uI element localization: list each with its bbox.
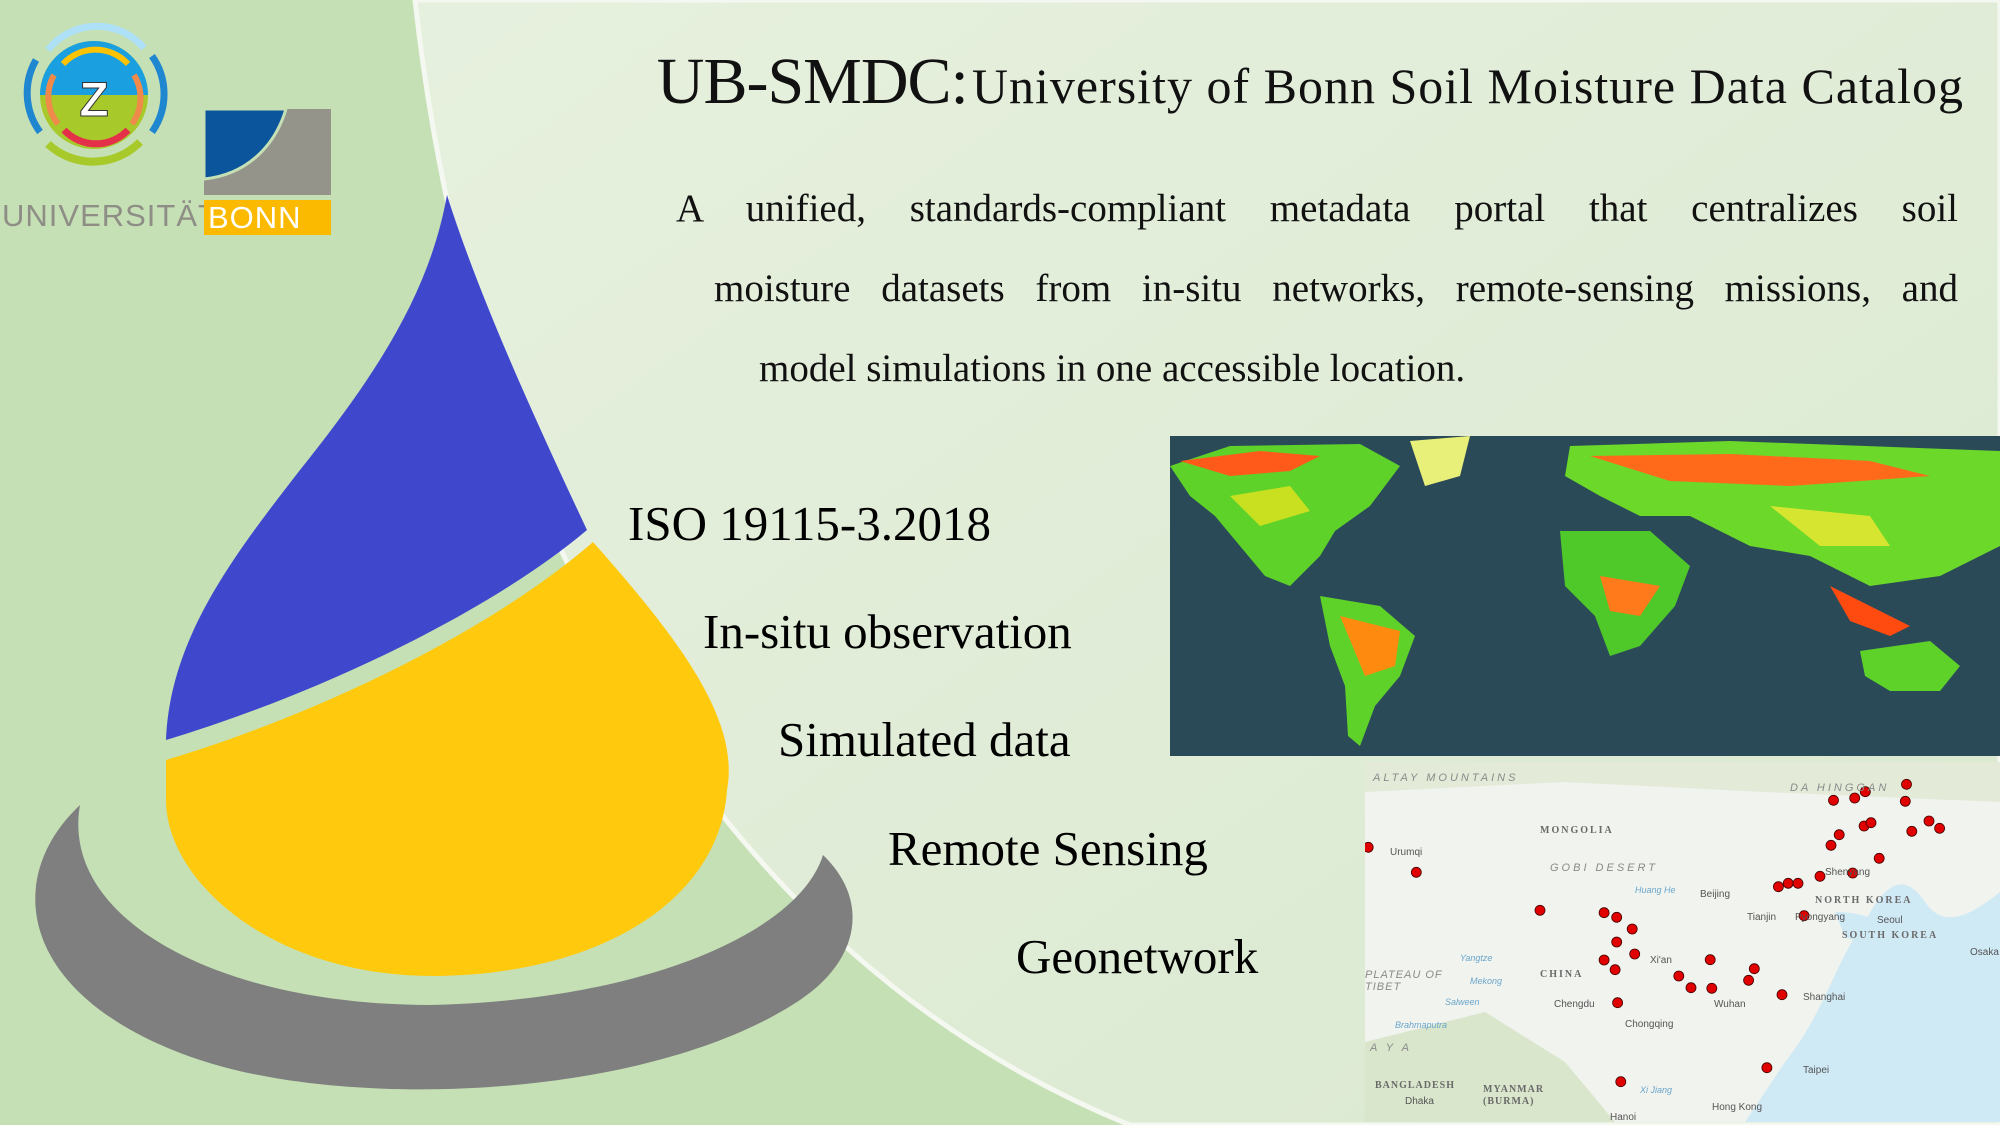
feature-in-situ: In-situ observation [703, 604, 1072, 659]
station-dot [1611, 911, 1623, 923]
station-dot [1814, 870, 1826, 882]
map-label-xian: Xi'an [1650, 955, 1672, 966]
z-logo-icon: Z [23, 22, 168, 166]
map-label-china: CHINA [1540, 969, 1584, 980]
map-label-dhaka: Dhaka [1405, 1096, 1434, 1107]
station-map-base [1365, 762, 2000, 1122]
map-label-pyongyang: Pyongyang [1795, 912, 1846, 923]
map-label-seoul: Seoul [1877, 915, 1903, 926]
station-dot [1612, 997, 1624, 1009]
station-dot [1828, 794, 1839, 806]
station-dot [1859, 786, 1871, 798]
station-dot [1615, 1076, 1627, 1088]
station-dot [1782, 877, 1794, 889]
map-label-urumqi: Urumqi [1390, 847, 1423, 858]
map-label-yangtze: Yangtze [1460, 953, 1493, 963]
map-label-hanoi: Hanoi [1610, 1112, 1637, 1122]
station-dot [1776, 989, 1788, 1001]
map-label-chongqing: Chongqing [1625, 1019, 1674, 1030]
station-dot [1410, 866, 1422, 878]
map-label-mekong: Mekong [1470, 976, 1503, 986]
station-dot [1743, 974, 1755, 986]
station-dot [1609, 964, 1621, 976]
station-dot [1673, 970, 1685, 982]
station-dot [1365, 841, 1374, 853]
station-dot [1704, 954, 1716, 966]
title-abbreviation: UB-SMDC: [656, 45, 969, 118]
map-label-bangladesh: BANGLADESH [1375, 1080, 1456, 1091]
feature-geonetwork: Geonetwork [1016, 929, 1259, 984]
station-dot [1873, 852, 1885, 864]
map-label-xi-jiang: Xi Jiang [1640, 1085, 1673, 1095]
map-label-wuhan: Wuhan [1714, 999, 1746, 1010]
station-dot [1906, 825, 1918, 837]
station-dot [1685, 982, 1697, 994]
station-dot [1934, 822, 1945, 834]
map-label-hong-kong: Hong Kong [1712, 1102, 1763, 1113]
station-dot [1865, 817, 1877, 829]
map-label-beijing: Beijing [1700, 889, 1731, 900]
station-dot [1899, 795, 1911, 807]
station-dot [1626, 923, 1638, 935]
gray-ring [35, 805, 853, 1090]
z-logo-letter: Z [79, 74, 108, 127]
map-label-brahmaputra: Brahmaputra [1395, 1020, 1448, 1030]
station-map: ALTAY MOUNTAINS MONGOLIA Urumqi GOBI DESERT… [1365, 762, 2000, 1122]
map-label-taipei: Taipei [1803, 1065, 1830, 1076]
station-dot [1798, 910, 1810, 922]
map-label-tibet: PLATEAU OF TIBET [1365, 969, 1443, 993]
world-soil-moisture-map [1170, 436, 2000, 756]
map-label-huang-he: Huang He [1635, 885, 1676, 895]
map-label-shenyang: Shenyang [1825, 867, 1871, 878]
drop-yellow-part [166, 542, 729, 976]
description-line-1: A unified, standards-compliant metadata … [676, 187, 1958, 230]
map-label-salween: Salween [1445, 997, 1480, 1007]
station-dot [1849, 792, 1861, 804]
map-label-chengdu: Chengdu [1554, 999, 1595, 1010]
station-dot [1748, 963, 1760, 975]
station-dot [1772, 881, 1784, 893]
title-full: University of Bonn Soil Moisture Data Ca… [971, 58, 1964, 114]
map-label-south-korea: SOUTH KOREA [1842, 930, 1939, 941]
station-dot [1598, 907, 1610, 919]
map-label-mongolia: MONGOLIA [1540, 825, 1614, 836]
map-label-shanghai: Shanghai [1803, 992, 1846, 1003]
bonn-wordmark: BONN [204, 200, 331, 235]
feature-simulated: Simulated data [778, 712, 1071, 767]
station-dot [1629, 948, 1641, 960]
station-dot [1534, 904, 1546, 916]
station-dot [1833, 829, 1845, 841]
station-dot [1792, 877, 1804, 889]
feature-iso-standard: ISO 19115-3.2018 [628, 496, 991, 551]
station-dot [1706, 982, 1718, 994]
map-label-osaka: Osaka [1970, 947, 1999, 958]
bonn-logo-icon [204, 109, 331, 195]
station-dots [1365, 778, 1945, 1088]
station-dot [1598, 954, 1610, 966]
station-dot [1761, 1062, 1773, 1074]
description-line-3: model simulations in one accessible loca… [759, 347, 1466, 390]
map-label-himalaya: A Y A [1370, 1042, 1412, 1054]
map-label-da-hinggan: DA HINGGAN [1790, 782, 1890, 794]
drop-blue-part [166, 195, 587, 740]
station-dot [1611, 936, 1623, 948]
station-dot [1923, 815, 1935, 827]
station-dot [1847, 867, 1859, 879]
station-dot [1901, 778, 1912, 790]
station-dot [1825, 839, 1837, 851]
map-label-north-korea: NORTH KOREA [1815, 895, 1913, 906]
page-title: UB-SMDC: University of Bonn Soil Moistur… [657, 44, 1964, 120]
map-label-myanmar: MYANMAR (BURMA) [1483, 1084, 1545, 1107]
feature-remote-sensing: Remote Sensing [888, 821, 1208, 876]
map-label-altay: ALTAY MOUNTAINS [1373, 772, 1519, 784]
university-wordmark: UNIVERSITÄT [2, 198, 218, 233]
map-label-tianjin: Tianjin [1747, 912, 1777, 923]
description-line-2: moisture datasets from in-situ networks,… [714, 267, 1958, 310]
map-label-gobi: GOBI DESERT [1550, 862, 1658, 874]
